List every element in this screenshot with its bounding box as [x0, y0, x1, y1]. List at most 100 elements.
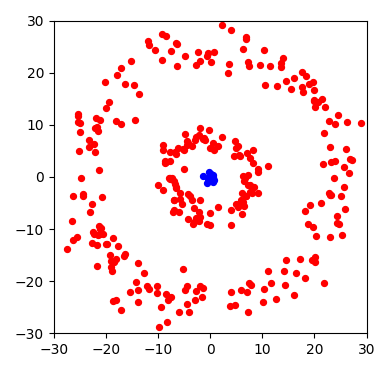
Point — [232, 138, 238, 144]
Point — [346, 170, 353, 176]
Point — [94, 242, 100, 248]
Point — [215, 144, 221, 150]
Point — [243, 36, 250, 42]
Point — [199, 285, 206, 291]
Point — [87, 209, 94, 215]
Point — [191, 205, 197, 211]
Point — [162, 160, 168, 166]
Point — [122, 81, 128, 87]
Point — [197, 197, 203, 203]
Point — [86, 138, 92, 144]
Point — [95, 232, 101, 238]
Point — [210, 179, 216, 185]
Point — [211, 49, 218, 55]
Point — [171, 196, 177, 202]
Point — [241, 203, 247, 209]
Point — [131, 83, 138, 89]
Point — [195, 49, 201, 55]
Point — [94, 125, 100, 131]
Point — [98, 225, 104, 231]
Point — [167, 158, 173, 164]
Point — [310, 97, 317, 103]
Point — [293, 270, 300, 276]
Point — [132, 117, 138, 123]
Point — [96, 167, 102, 173]
Point — [206, 174, 213, 180]
Point — [204, 180, 210, 186]
Point — [278, 60, 284, 66]
Point — [300, 89, 306, 95]
Point — [207, 173, 213, 179]
Point — [307, 202, 313, 208]
Point — [167, 174, 173, 180]
Point — [176, 310, 182, 315]
Point — [328, 192, 335, 198]
Point — [243, 34, 249, 40]
Point — [99, 194, 105, 200]
Point — [211, 177, 217, 183]
Point — [97, 231, 103, 237]
Point — [64, 246, 70, 252]
Point — [204, 221, 210, 227]
Point — [326, 190, 332, 196]
Point — [326, 192, 333, 198]
Point — [237, 153, 243, 159]
Point — [204, 52, 210, 58]
Point — [185, 140, 191, 146]
Point — [232, 302, 238, 308]
Point — [260, 299, 266, 305]
Point — [262, 81, 268, 87]
Point — [305, 221, 311, 227]
Point — [247, 189, 254, 195]
Point — [347, 156, 354, 162]
Point — [318, 200, 324, 206]
Point — [99, 231, 106, 237]
Point — [250, 147, 256, 153]
Point — [227, 304, 233, 310]
Point — [184, 283, 190, 289]
Point — [248, 190, 255, 196]
Point — [128, 58, 134, 64]
Point — [105, 241, 111, 247]
Point — [341, 206, 347, 212]
Point — [218, 134, 225, 140]
Point — [238, 197, 244, 203]
Point — [154, 283, 160, 289]
Point — [309, 257, 316, 263]
Point — [187, 193, 193, 199]
Point — [96, 226, 103, 232]
Point — [160, 187, 167, 193]
Point — [184, 301, 191, 307]
Point — [228, 27, 234, 33]
Point — [171, 208, 177, 214]
Point — [197, 125, 203, 131]
Point — [243, 193, 249, 199]
Point — [146, 286, 152, 292]
Point — [172, 40, 179, 46]
Point — [199, 294, 205, 300]
Point — [233, 201, 239, 207]
Point — [171, 198, 177, 203]
Point — [206, 176, 212, 182]
Point — [145, 38, 151, 44]
Point — [202, 138, 208, 144]
Point — [236, 201, 242, 207]
Point — [245, 59, 251, 65]
Point — [211, 147, 217, 153]
Point — [336, 221, 342, 227]
Point — [182, 131, 188, 137]
Point — [110, 235, 117, 241]
Point — [86, 144, 92, 150]
Point — [210, 174, 216, 180]
Point — [349, 157, 355, 163]
Point — [244, 289, 250, 295]
Point — [200, 137, 206, 142]
Point — [283, 257, 289, 263]
Point — [244, 150, 250, 156]
Point — [204, 50, 211, 56]
Point — [122, 251, 128, 257]
Point — [321, 280, 328, 286]
Point — [181, 166, 187, 172]
Point — [310, 78, 316, 84]
Point — [80, 193, 86, 199]
